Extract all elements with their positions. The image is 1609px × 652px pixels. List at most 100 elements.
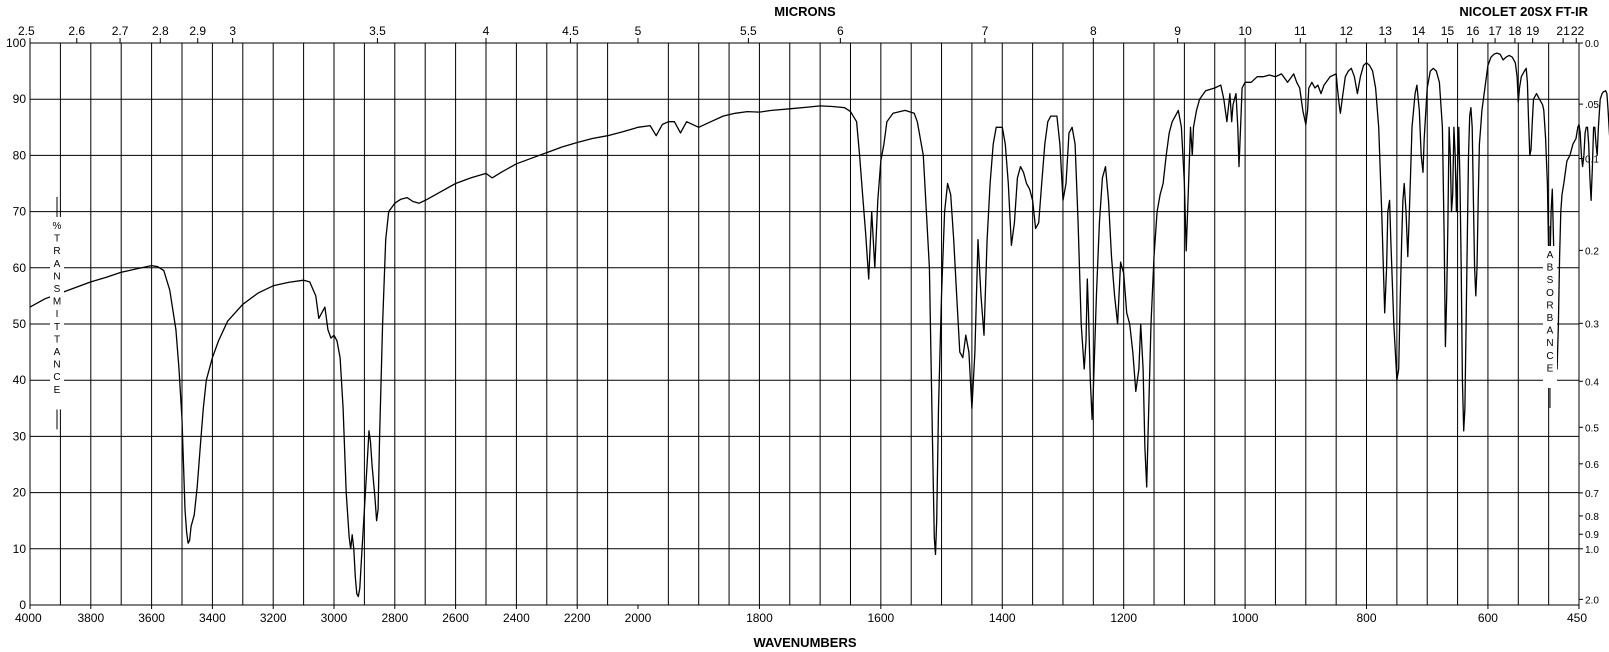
x-tick-label: 1600 xyxy=(867,611,894,625)
x-tick-label: 450 xyxy=(1567,611,1587,625)
y2-axis-title-char: R xyxy=(1546,300,1553,311)
micron-tick-label: 22 xyxy=(1571,24,1585,38)
y-tick-layer: 0 10 20 30 40 50 60 70 80 90 100 xyxy=(6,36,26,612)
x-tick-label: 2000 xyxy=(625,611,652,625)
x-tick-label: 3000 xyxy=(321,611,348,625)
abs-tick-label: 0.3 xyxy=(1585,319,1599,330)
micron-tick-label: 17 xyxy=(1488,24,1502,38)
micron-tick-label: 13 xyxy=(1379,24,1393,38)
y2-axis-title-backing xyxy=(1543,246,1557,388)
x-tick-label: 1400 xyxy=(989,611,1016,625)
abs-tick-label: 0.2 xyxy=(1585,246,1599,257)
micron-tick-label: 14 xyxy=(1412,24,1426,38)
chart-title: NICOLET 20SX FT-IR xyxy=(1459,4,1588,19)
y-tick-label: 100 xyxy=(6,36,26,50)
y-axis-title-char: R xyxy=(53,246,60,257)
x-tick-label: 600 xyxy=(1478,611,1498,625)
micron-tick-label: 7 xyxy=(982,24,989,38)
absorbance-tick-layer: 0.0.050.10.20.30.40.50.60.70.80.91.02.0 xyxy=(1579,39,1599,606)
y2-axis-title-char: O xyxy=(1546,288,1554,299)
x-tick-label: 1800 xyxy=(746,611,773,625)
y-axis-title-char: T xyxy=(54,234,60,245)
y2-axis-title-char: E xyxy=(1547,363,1554,374)
abs-tick-label: .05 xyxy=(1585,100,1599,111)
x-axis-title: WAVENUMBERS xyxy=(753,635,856,650)
micron-tick-label: 2.7 xyxy=(112,24,129,38)
x-tick-label: 800 xyxy=(1357,611,1377,625)
x-tick-label: 2200 xyxy=(564,611,591,625)
abs-tick-label: 0.6 xyxy=(1585,460,1599,471)
micron-tick-label: 21 xyxy=(1556,24,1570,38)
abs-tick-label: 0.7 xyxy=(1585,489,1599,500)
micron-tick-label: 3 xyxy=(229,24,236,38)
y-tick-label: 30 xyxy=(13,429,27,443)
y-axis-title-char: I xyxy=(56,309,59,320)
y-tick-label: 80 xyxy=(13,148,27,162)
x-tick-label: 2800 xyxy=(381,611,408,625)
y2-axis-title-char: C xyxy=(1546,351,1553,362)
x-tick-label: 2400 xyxy=(503,611,530,625)
y-axis-title-char: % xyxy=(53,221,62,232)
abs-tick-label: 0.4 xyxy=(1585,377,1599,388)
micron-tick-label: 12 xyxy=(1340,24,1354,38)
x-tick-label: 2600 xyxy=(442,611,469,625)
x-tick-label: 4000 xyxy=(15,611,42,625)
y-tick-label: 0 xyxy=(19,598,26,612)
micron-tick-label: 2.6 xyxy=(68,24,85,38)
abs-tick-label: 2.0 xyxy=(1585,595,1599,606)
y-tick-label: 60 xyxy=(13,261,27,275)
abs-tick-label: 1.0 xyxy=(1585,545,1599,556)
y-axis-title-char: N xyxy=(53,271,60,282)
x-tick-label: 3800 xyxy=(77,611,104,625)
x-tick-label: 1200 xyxy=(1110,611,1137,625)
micron-tick-label: 10 xyxy=(1238,24,1252,38)
x-tick-label: 1000 xyxy=(1232,611,1259,625)
x-tick-label: 3400 xyxy=(199,611,226,625)
micron-tick-label: 3.5 xyxy=(369,24,386,38)
y2-axis-title-char: S xyxy=(1547,275,1554,286)
y-axis-title-char: M xyxy=(53,297,61,308)
micron-tick-label: 2.5 xyxy=(18,24,35,38)
micron-tick-label: 18 xyxy=(1508,24,1522,38)
y2-axis-title-char: A xyxy=(1547,250,1554,261)
y-axis-title-char: A xyxy=(54,347,61,358)
y-axis-title-char: E xyxy=(54,385,61,396)
micron-tick-label: 6 xyxy=(837,24,844,38)
micron-tick-label: 5 xyxy=(635,24,642,38)
y-tick-label: 70 xyxy=(13,205,27,219)
plot-frame xyxy=(29,42,1580,606)
micron-tick-label: 4.5 xyxy=(562,24,579,38)
micron-tick-label: 2.9 xyxy=(189,24,206,38)
micron-tick-label: 11 xyxy=(1294,24,1307,38)
y2-axis-title-char: B xyxy=(1547,263,1554,274)
micron-tick-label: 15 xyxy=(1441,24,1455,38)
y-axis-title-char: T xyxy=(54,334,60,345)
abs-tick-label: 0.0 xyxy=(1585,39,1599,50)
y2-axis-title-char: A xyxy=(1547,326,1554,337)
y-axis-title-backing xyxy=(50,217,64,410)
micron-tick-label: 9 xyxy=(1174,24,1181,38)
y-tick-label: 20 xyxy=(13,486,27,500)
y-axis-title-char: C xyxy=(53,372,60,383)
x-tick-label: 3200 xyxy=(260,611,287,625)
abs-tick-label: 0.9 xyxy=(1585,530,1599,541)
y2-axis-title-char: N xyxy=(1546,338,1553,349)
top-axis-title: MICRONS xyxy=(774,4,836,19)
micron-tick-layer: 2.5 2.6 2.7 2.8 2.9 3 3.5 4 4.5 5 5.5 6 7 8 9 10 11 12 13 1… xyxy=(18,24,1585,43)
y-tick-label: 50 xyxy=(13,317,27,331)
abs-tick-label: 0.8 xyxy=(1585,512,1599,523)
y-axis-title-char: N xyxy=(53,360,60,371)
micron-tick-label: 19 xyxy=(1526,24,1540,38)
y2-axis-title-char: B xyxy=(1547,313,1554,324)
y-tick-label: 90 xyxy=(13,92,27,106)
grid-lines xyxy=(30,42,1579,606)
x-tick-layer: 4000 3800 3600 3400 3200 3000 2800 2600 2400 2200… xyxy=(15,605,1587,625)
spectrum-line xyxy=(29,52,1609,598)
micron-tick-label: 8 xyxy=(1090,24,1097,38)
micron-tick-label: 5.5 xyxy=(740,24,757,38)
micron-tick-label: 4 xyxy=(483,24,490,38)
y-axis-title-char: T xyxy=(54,322,60,333)
